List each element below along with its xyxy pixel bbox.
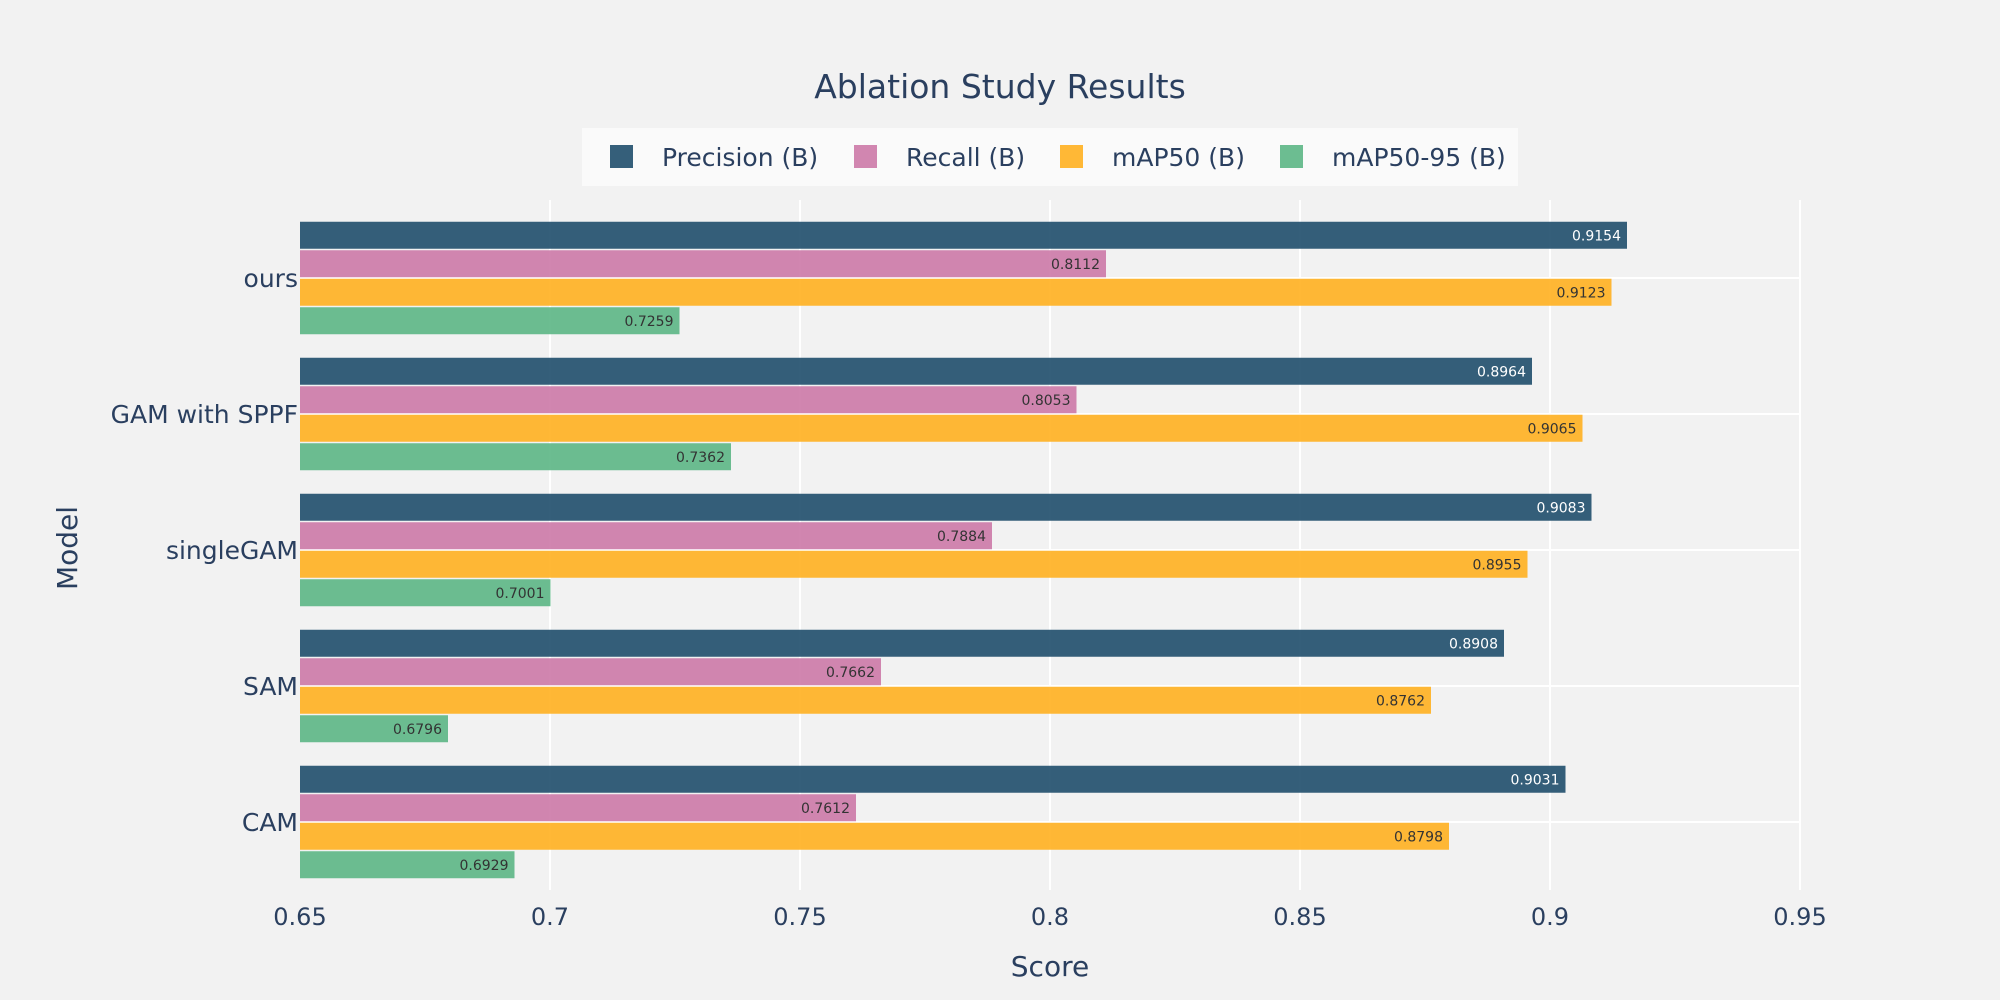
legend-swatch — [1280, 145, 1303, 168]
legend-label: Precision (B) — [662, 143, 818, 172]
legend[interactable]: Precision (B) Recall (B) mAP50 (B) mAP50-95… — [582, 128, 1518, 186]
x-axis-title: Score — [1011, 950, 1089, 983]
y-tick-label: ours — [244, 264, 298, 293]
y-tick-label: CAM — [242, 808, 298, 837]
data-label: 0.8112 — [1051, 257, 1100, 273]
data-label: 0.9031 — [1511, 772, 1560, 788]
bar[interactable] — [300, 765, 1566, 793]
data-label: 0.7612 — [801, 801, 850, 817]
bar[interactable] — [300, 443, 731, 471]
data-label: 0.8798 — [1394, 829, 1443, 845]
y-tick-label: GAM with SPPF — [111, 400, 298, 429]
bar[interactable] — [300, 307, 680, 335]
x-tick-label: 0.8 — [1031, 903, 1069, 931]
data-label: 0.8955 — [1473, 557, 1522, 573]
chart-title: Ablation Study Results — [814, 67, 1186, 106]
data-label: 0.7362 — [676, 450, 725, 466]
x-tick-label: 0.85 — [1273, 903, 1326, 931]
bar[interactable] — [300, 550, 1528, 578]
legend-label: Recall (B) — [906, 143, 1025, 172]
data-label: 0.7662 — [826, 665, 875, 681]
legend-swatch — [854, 145, 877, 168]
bar[interactable] — [300, 686, 1431, 714]
bar[interactable] — [300, 221, 1627, 249]
bar[interactable] — [300, 414, 1583, 442]
data-label: 0.8908 — [1449, 636, 1498, 652]
x-tick-label: 0.65 — [273, 903, 326, 931]
data-label: 0.8762 — [1376, 693, 1425, 709]
legend-item[interactable]: mAP50 (B) — [1060, 143, 1245, 172]
bar[interactable] — [300, 493, 1592, 521]
y-tick-label: SAM — [243, 672, 298, 701]
legend-background — [582, 128, 1518, 186]
bar[interactable] — [300, 715, 448, 743]
bar[interactable] — [300, 822, 1449, 850]
data-label: 0.6796 — [393, 722, 442, 738]
y-axis-title: Model — [51, 506, 84, 590]
data-label: 0.9065 — [1528, 421, 1577, 437]
data-label: 0.6929 — [460, 858, 509, 874]
bar[interactable] — [300, 658, 881, 686]
data-label: 0.8964 — [1477, 364, 1526, 380]
data-label: 0.8053 — [1022, 393, 1071, 409]
legend-item[interactable]: mAP50-95 (B) — [1280, 143, 1506, 172]
bar[interactable] — [300, 386, 1077, 414]
bar[interactable] — [300, 579, 551, 607]
legend-item[interactable]: Precision (B) — [610, 143, 818, 172]
data-labels-layer: 0.9154 0.8112 0.9123 0.7259 0.8964 0.8053 0.90… — [393, 228, 1621, 874]
axes-layer: 0.65 0.7 0.75 0.8 0.85 0.9 0.95 ours GAM with SP… — [111, 264, 1827, 931]
bar[interactable] — [300, 851, 515, 879]
grid-layer — [300, 200, 1801, 890]
legend-swatch — [610, 145, 633, 168]
x-tick-label: 0.75 — [773, 903, 826, 931]
bar[interactable] — [300, 522, 992, 550]
y-tick-label: singleGAM — [166, 536, 298, 565]
legend-item[interactable]: Recall (B) — [854, 143, 1025, 172]
bars-layer — [300, 221, 1627, 879]
bar[interactable] — [300, 250, 1106, 278]
x-tick-label: 0.95 — [1773, 903, 1826, 931]
data-label: 0.9154 — [1572, 228, 1621, 244]
data-label: 0.7259 — [625, 314, 674, 330]
data-label: 0.7001 — [496, 586, 545, 602]
x-tick-label: 0.9 — [1531, 903, 1569, 931]
legend-label: mAP50-95 (B) — [1332, 143, 1506, 172]
bar[interactable] — [300, 794, 856, 822]
data-label: 0.9123 — [1557, 285, 1606, 301]
legend-label: mAP50 (B) — [1112, 143, 1245, 172]
bar[interactable] — [300, 357, 1532, 385]
bar[interactable] — [300, 629, 1504, 657]
bar[interactable] — [300, 278, 1612, 306]
data-label: 0.9083 — [1537, 500, 1586, 516]
legend-swatch — [1060, 145, 1083, 168]
x-tick-label: 0.7 — [531, 903, 569, 931]
data-label: 0.7884 — [937, 529, 986, 545]
